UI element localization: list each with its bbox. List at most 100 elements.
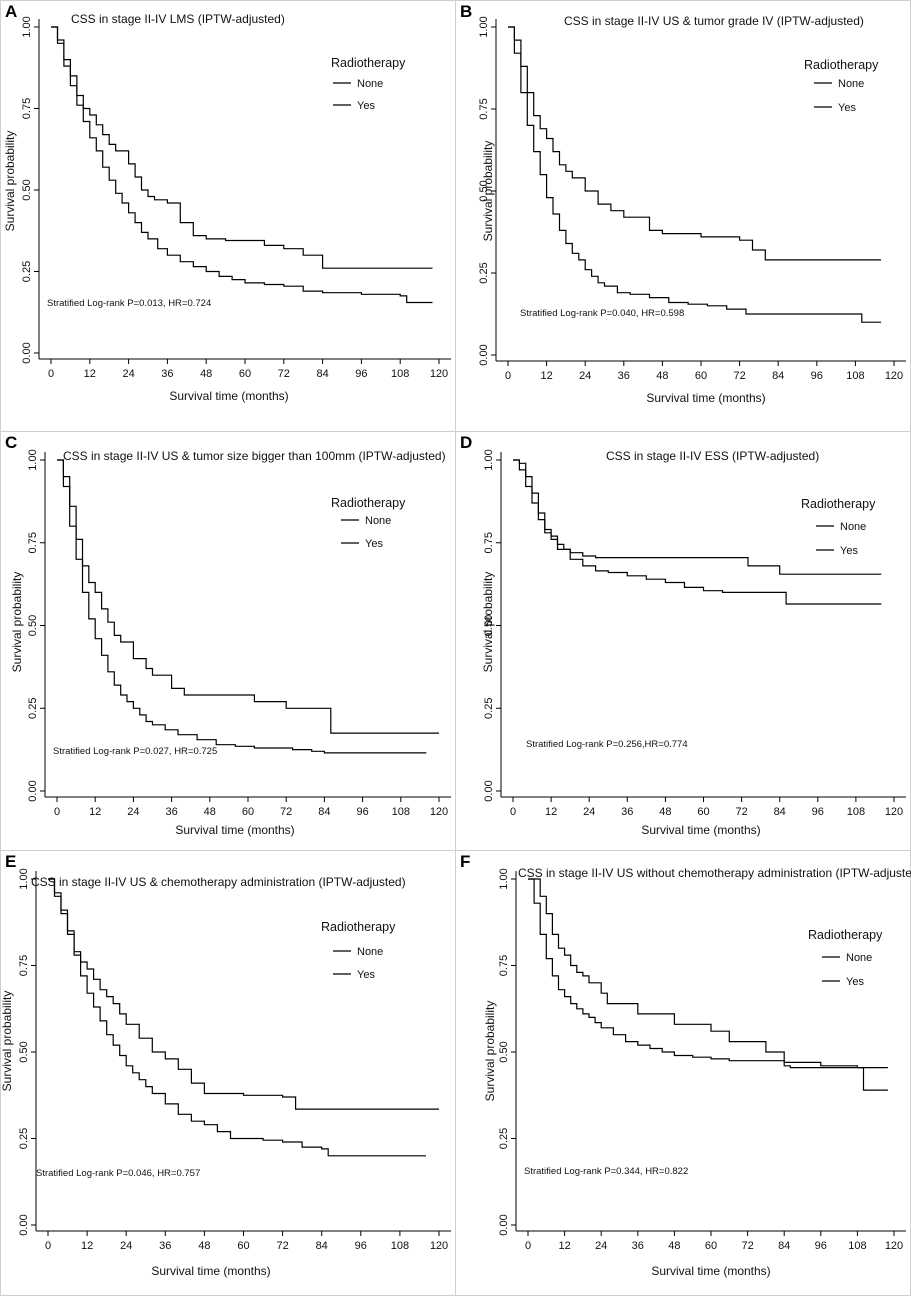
x-tick-label: 120	[430, 1240, 448, 1252]
x-tick-label: 60	[705, 1240, 717, 1252]
survival-curve-yes	[57, 459, 439, 734]
legend-item-yes: Yes	[838, 102, 856, 114]
legend-title: Radiotherapy	[331, 496, 406, 510]
x-tick-label: 84	[778, 1240, 790, 1252]
x-tick-label: 48	[204, 806, 216, 818]
legend-item-yes: Yes	[846, 976, 864, 988]
x-tick-label: 96	[812, 806, 824, 818]
panel-label-d: D	[460, 433, 473, 452]
legend-item-none: None	[365, 515, 391, 527]
x-tick-label: 120	[885, 370, 903, 382]
chart-d: 0 12 24 36 48 60 72 84 96 108 120 0.00 0.25 0.50 0.75 1…	[481, 449, 906, 837]
panel-label-a: A	[5, 2, 18, 21]
chart-c: 0 12 24 36 48 60 72 84 96 108 120 0.00 0.25 0.50 0.75 1…	[10, 449, 451, 837]
x-tick-label: 120	[885, 806, 903, 818]
x-tick-label: 36	[161, 368, 173, 380]
x-tick-label: 72	[735, 806, 747, 818]
x-tick-label: 0	[54, 806, 60, 818]
y-tick-label: 0.75	[18, 955, 30, 976]
legend-title: Radiotherapy	[801, 497, 876, 511]
survival-curve-none	[508, 26, 882, 323]
x-tick-label: 24	[120, 1240, 132, 1252]
chart-a: 0 12 24 36 48 60 72 84 96 108 120 0.00 0.25 0.50 0.75 1…	[3, 12, 451, 403]
legend-item-yes: Yes	[357, 969, 375, 981]
chart-title: CSS in stage II-IV US & tumor size bigge…	[63, 449, 446, 463]
y-tick-label: 0.25	[27, 698, 39, 719]
y-tick-label: 0.00	[483, 780, 495, 801]
survival-curve-none	[57, 459, 427, 754]
legend-title: Radiotherapy	[331, 56, 406, 70]
x-tick-label: 108	[392, 806, 410, 818]
x-tick-label: 84	[318, 806, 330, 818]
x-tick-label: 60	[697, 806, 709, 818]
legend-title: Radiotherapy	[808, 928, 883, 942]
survival-curve-yes	[528, 878, 888, 1091]
legend-item-none: None	[357, 78, 383, 90]
x-tick-label: 72	[276, 1240, 288, 1252]
y-tick-label: 0.00	[18, 1214, 30, 1235]
y-tick-label: 0.75	[498, 955, 510, 976]
x-tick-label: 0	[45, 1240, 51, 1252]
x-tick-label: 108	[391, 1240, 409, 1252]
y-tick-label: 1.00	[478, 16, 490, 37]
y-tick-label: 1.00	[18, 868, 30, 889]
panel-label-e: E	[5, 852, 17, 871]
x-tick-label: 36	[165, 806, 177, 818]
legend-item-none: None	[838, 78, 864, 90]
x-tick-label: 72	[733, 370, 745, 382]
x-tick-label: 0	[505, 370, 511, 382]
legend-item-yes: Yes	[840, 545, 858, 557]
x-tick-label: 96	[811, 370, 823, 382]
logrank-annotation: Stratified Log-rank P=0.256,HR=0.774	[526, 739, 688, 750]
x-tick-label: 36	[618, 370, 630, 382]
x-tick-label: 0	[510, 806, 516, 818]
y-tick-label: 0.25	[498, 1128, 510, 1149]
legend-title: Radiotherapy	[804, 58, 879, 72]
x-tick-label: 108	[846, 370, 864, 382]
chart-title: CSS in stage II-IV LMS (IPTW-adjusted)	[71, 12, 285, 26]
legend-item-yes: Yes	[365, 538, 383, 550]
x-tick-label: 0	[525, 1240, 531, 1252]
x-tick-label: 36	[632, 1240, 644, 1252]
x-tick-label: 72	[278, 368, 290, 380]
x-axis-label: Survival time (months)	[641, 823, 760, 837]
y-axis-label: Survival probability	[481, 141, 495, 242]
survival-curve-none	[528, 878, 888, 1069]
legend-item-none: None	[846, 952, 872, 964]
x-tick-label: 108	[847, 806, 865, 818]
x-tick-label: 24	[127, 806, 139, 818]
x-tick-label: 60	[695, 370, 707, 382]
y-axis-label: Survival probability	[10, 572, 24, 673]
y-tick-label: 1.00	[27, 449, 39, 470]
survival-curve-none	[51, 26, 433, 304]
x-tick-label: 48	[659, 806, 671, 818]
x-tick-label: 12	[558, 1240, 570, 1252]
x-tick-label: 48	[198, 1240, 210, 1252]
y-tick-label: 1.00	[21, 16, 33, 37]
x-axis-label: Survival time (months)	[151, 1264, 270, 1278]
legend-title: Radiotherapy	[321, 920, 396, 934]
x-tick-label: 96	[815, 1240, 827, 1252]
y-axis-label: Survival probability	[1, 991, 14, 1092]
y-tick-label: 0.50	[27, 615, 39, 636]
x-tick-label: 12	[84, 368, 96, 380]
x-tick-label: 24	[595, 1240, 607, 1252]
panel-label-b: B	[460, 2, 473, 21]
logrank-annotation: Stratified Log-rank P=0.027, HR=0.725	[53, 746, 217, 757]
survival-curve-none	[48, 878, 426, 1157]
x-tick-label: 12	[540, 370, 552, 382]
x-tick-label: 84	[772, 370, 784, 382]
x-tick-label: 84	[774, 806, 786, 818]
x-tick-label: 84	[316, 368, 328, 380]
chart-panel-a: A 0 12 24 36 48 60 72 84 96 108 120 0.00 0.25 0.50 0.7…	[0, 0, 456, 432]
x-tick-label: 12	[81, 1240, 93, 1252]
x-tick-label: 0	[48, 368, 54, 380]
y-tick-label: 0.00	[27, 780, 39, 801]
y-tick-label: 0.25	[478, 262, 490, 283]
legend-item-none: None	[840, 521, 866, 533]
survival-curve-yes	[51, 26, 433, 269]
y-tick-label: 0.25	[21, 261, 33, 282]
x-axis-label: Survival time (months)	[169, 389, 288, 403]
x-tick-label: 60	[239, 368, 251, 380]
y-tick-label: 0.75	[483, 532, 495, 553]
